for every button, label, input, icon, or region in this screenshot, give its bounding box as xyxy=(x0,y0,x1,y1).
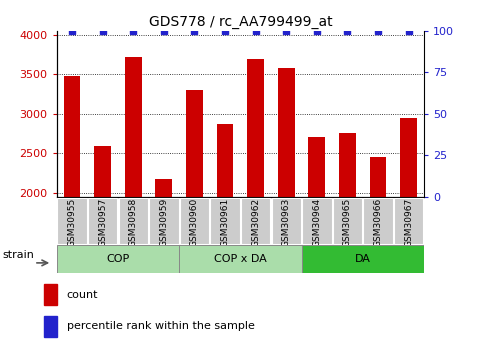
Text: DA: DA xyxy=(355,254,371,264)
Bar xyxy=(44,316,57,337)
Bar xyxy=(211,198,240,244)
Text: GSM30963: GSM30963 xyxy=(282,198,291,247)
Text: GSM30961: GSM30961 xyxy=(220,198,230,247)
Text: GSM30957: GSM30957 xyxy=(98,198,107,247)
Bar xyxy=(394,198,423,244)
Bar xyxy=(57,198,87,244)
Bar xyxy=(155,179,172,197)
Text: GSM30958: GSM30958 xyxy=(129,198,138,247)
Text: GSM30967: GSM30967 xyxy=(404,198,413,247)
Bar xyxy=(363,198,393,244)
Bar xyxy=(88,198,117,244)
Text: COP: COP xyxy=(106,254,130,264)
Bar xyxy=(57,245,179,273)
Bar xyxy=(339,133,356,197)
Bar xyxy=(186,90,203,197)
Bar xyxy=(302,198,332,244)
Bar xyxy=(302,245,424,273)
Bar xyxy=(149,198,178,244)
Text: COP x DA: COP x DA xyxy=(214,254,267,264)
Text: GSM30962: GSM30962 xyxy=(251,198,260,247)
Bar xyxy=(278,68,295,197)
Text: GSM30965: GSM30965 xyxy=(343,198,352,247)
Bar xyxy=(241,198,270,244)
Bar xyxy=(64,76,80,197)
Bar xyxy=(333,198,362,244)
Bar xyxy=(125,57,141,197)
Bar xyxy=(272,198,301,244)
Text: GSM30964: GSM30964 xyxy=(313,198,321,247)
Text: percentile rank within the sample: percentile rank within the sample xyxy=(67,322,254,331)
Bar xyxy=(44,284,57,305)
Bar xyxy=(309,137,325,197)
Bar xyxy=(180,198,209,244)
Bar xyxy=(179,245,302,273)
Bar xyxy=(118,198,148,244)
Title: GDS778 / rc_AA799499_at: GDS778 / rc_AA799499_at xyxy=(148,14,332,29)
Bar xyxy=(94,146,111,197)
Bar xyxy=(247,59,264,197)
Text: count: count xyxy=(67,290,98,299)
Bar xyxy=(216,124,234,197)
Text: GSM30959: GSM30959 xyxy=(159,198,168,247)
Text: GSM30960: GSM30960 xyxy=(190,198,199,247)
Bar xyxy=(400,118,417,197)
Text: GSM30966: GSM30966 xyxy=(374,198,383,247)
Bar xyxy=(370,157,387,197)
Text: strain: strain xyxy=(3,250,35,259)
Text: GSM30955: GSM30955 xyxy=(68,198,76,247)
